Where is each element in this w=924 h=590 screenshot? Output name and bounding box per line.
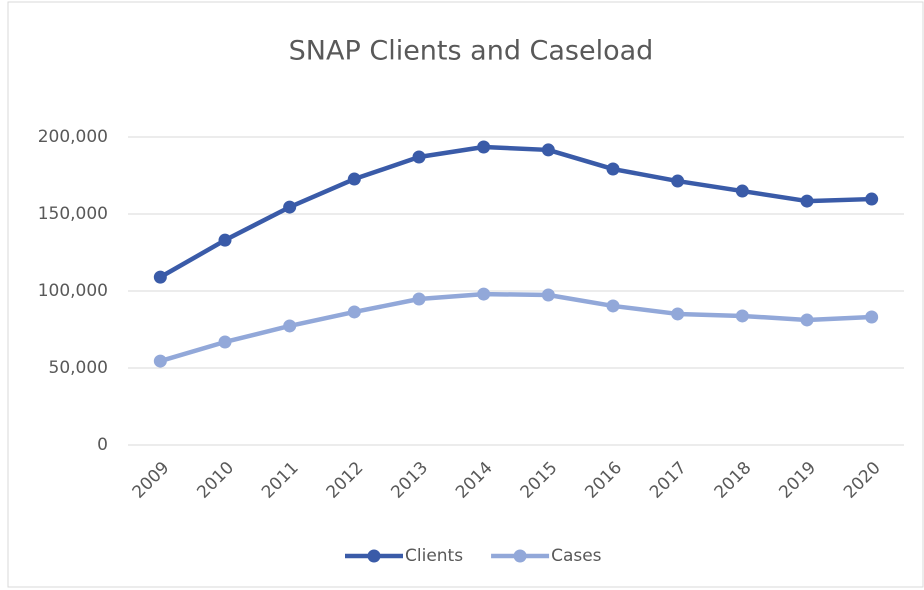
legend-label: Clients (405, 546, 463, 566)
data-point (541, 288, 555, 302)
legend-marker (513, 549, 527, 563)
legend-label: Cases (551, 546, 602, 566)
data-point (477, 140, 491, 154)
data-point (671, 307, 685, 321)
data-point (218, 233, 232, 247)
data-point (800, 194, 814, 208)
data-point (865, 192, 879, 206)
y-tick-label: 50,000 (49, 358, 108, 378)
data-point (477, 287, 491, 301)
y-tick-label: 0 (97, 435, 108, 455)
chart-title: SNAP Clients and Caseload (289, 36, 654, 67)
y-tick-label: 200,000 (38, 127, 108, 147)
data-point (606, 299, 620, 313)
data-point (865, 310, 879, 324)
data-point (800, 313, 814, 327)
data-point (153, 354, 167, 368)
series-line (159, 291, 872, 364)
data-point (541, 143, 555, 157)
data-point (606, 162, 620, 176)
y-tick-label: 100,000 (38, 281, 108, 301)
data-point (347, 305, 361, 319)
series-line (159, 144, 872, 280)
data-point (347, 172, 361, 186)
data-point (218, 335, 232, 349)
data-point (153, 270, 167, 284)
data-point (735, 309, 749, 323)
data-point (412, 150, 426, 164)
data-point (735, 184, 749, 198)
legend-marker (367, 549, 381, 563)
y-tick-label: 150,000 (38, 204, 108, 224)
data-point (283, 200, 297, 214)
data-point (283, 319, 297, 333)
data-point (671, 174, 685, 188)
data-point (412, 292, 426, 306)
